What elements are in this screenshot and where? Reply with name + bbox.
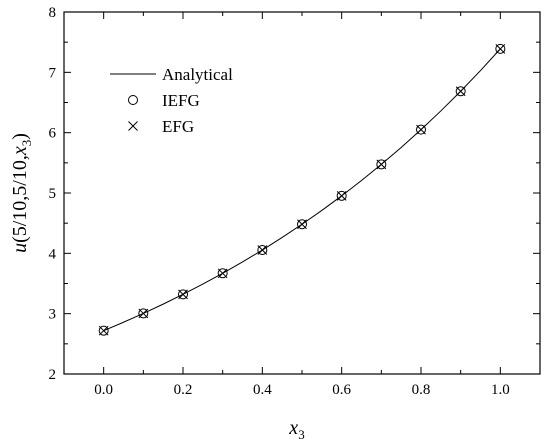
- iefg-point: [336, 190, 347, 201]
- y-tick-label: 4: [49, 246, 57, 262]
- x-tick-label: 1.0: [491, 382, 510, 398]
- efg-point: [98, 325, 109, 336]
- efg-point: [217, 268, 228, 279]
- x-axis-title: x3: [288, 417, 304, 442]
- iefg-point: [416, 124, 426, 135]
- legend-swatch-circle: [128, 95, 138, 105]
- iefg-point: [178, 289, 188, 300]
- x-tick-label: 0.6: [332, 382, 351, 398]
- legend: Analytical IEFG EFG: [110, 65, 233, 136]
- y-tick-label: 2: [49, 367, 57, 383]
- efg-point: [138, 308, 149, 319]
- x-tick-label: 0.4: [253, 382, 272, 398]
- legend-label: IEFG: [162, 91, 200, 110]
- efg-point: [416, 124, 426, 135]
- legend-item-analytical: Analytical: [110, 65, 233, 84]
- iefg-point: [297, 219, 307, 230]
- x-tick-label: 0.0: [94, 382, 113, 398]
- iefg-point: [138, 308, 149, 319]
- y-tick-label: 5: [49, 186, 57, 202]
- efg-point: [495, 44, 506, 54]
- iefg-point: [495, 43, 506, 54]
- plot-layer: [98, 43, 506, 336]
- efg-point: [257, 245, 268, 255]
- x-tick-label: 0.8: [412, 382, 431, 398]
- y-tick-label: 6: [49, 126, 57, 142]
- legend-label: EFG: [162, 117, 194, 136]
- iefg-point: [217, 268, 228, 279]
- legend-label: Analytical: [162, 65, 233, 84]
- y-axis-title: u(5/10,5/10,x3): [9, 133, 34, 253]
- y-tick-label: 8: [49, 5, 57, 21]
- y-tick-label: 7: [49, 65, 57, 81]
- plot-area-frame: [63, 11, 541, 375]
- ticks-layer: 0.0 0.2 0.4 0.6 0.8 1.0 2 3 4 5 6 7 8: [49, 5, 541, 398]
- iefg-point: [455, 86, 466, 97]
- efg-point: [455, 86, 466, 97]
- iefg-point: [376, 159, 387, 170]
- iefg-point: [257, 245, 268, 256]
- efg-point: [297, 219, 307, 230]
- y-tick-label: 3: [49, 307, 57, 323]
- legend-item-iefg: IEFG: [128, 91, 200, 110]
- efg-point: [376, 159, 387, 170]
- x-tick-label: 0.2: [174, 382, 193, 398]
- iefg-point: [98, 325, 109, 336]
- efg-point: [178, 289, 188, 300]
- legend-item-efg: EFG: [128, 117, 194, 136]
- legend-swatch-cross: [128, 121, 138, 131]
- efg-point: [336, 190, 347, 201]
